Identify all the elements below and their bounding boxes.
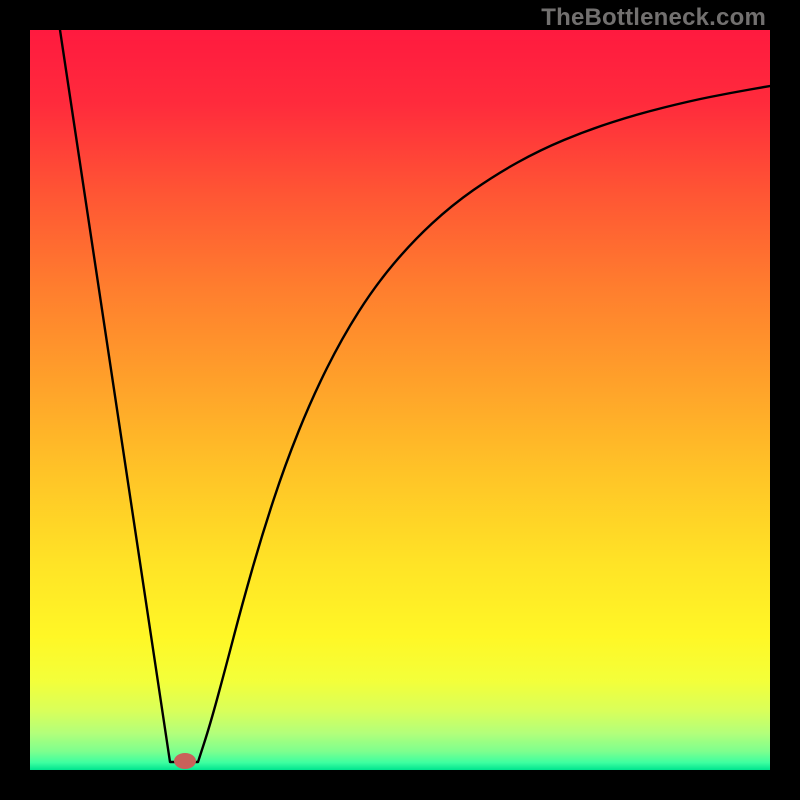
chart-frame: TheBottleneck.com	[0, 0, 800, 800]
watermark-text: TheBottleneck.com	[541, 4, 766, 32]
curve-path	[60, 30, 770, 762]
plot-area	[30, 30, 770, 770]
optimum-marker	[174, 753, 196, 769]
bottleneck-curve	[30, 30, 770, 770]
